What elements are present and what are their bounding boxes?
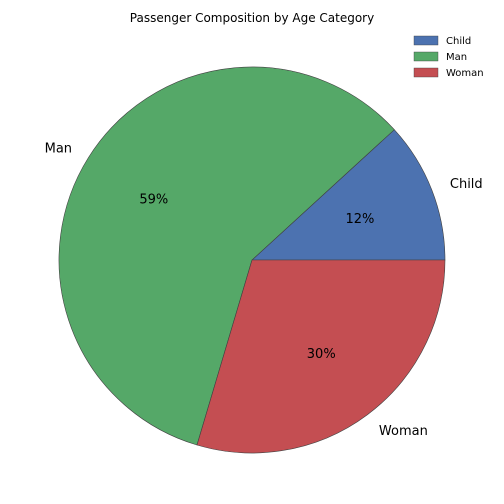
legend-swatch-woman [413, 67, 439, 78]
slice-label-man: Man [45, 141, 72, 156]
slice-label-woman: Woman [379, 424, 428, 439]
chart-title: Passenger Composition by Age Category [130, 11, 374, 25]
pie-slices [58, 66, 446, 454]
legend-swatch-child [413, 35, 439, 46]
legend-label-child: Child [446, 36, 471, 47]
legend-label-woman: Woman [446, 68, 484, 79]
pct-label-man: 59% [139, 193, 168, 208]
pct-label-child: 12% [345, 212, 374, 227]
pie-slice-man [58, 66, 395, 446]
pct-label-woman: 30% [307, 347, 336, 362]
legend-label-man: Man [446, 52, 467, 63]
pie-labels: Child 12% Man 59% Woman 30% [45, 141, 483, 439]
pie-slice-child [251, 129, 446, 261]
legend-swatch-man [413, 51, 439, 62]
legend: Child Man Woman [413, 35, 484, 79]
slice-label-child: Child [450, 177, 483, 192]
pie-slice-woman [196, 259, 446, 454]
